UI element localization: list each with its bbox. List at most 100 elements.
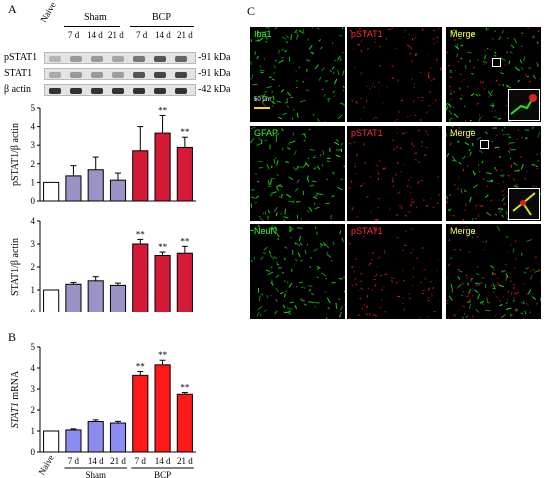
significance-label: ** [136,362,146,372]
group-bcp: BCP [152,12,171,23]
zoom-inset [508,188,540,220]
bar [154,364,171,453]
bar [87,280,104,312]
bar [43,430,60,453]
group-label-sham: Sham [85,470,106,478]
micrograph-label: Merge [450,29,476,39]
y-tick-label: 1 [31,285,36,295]
panel-letter-c: C [247,4,256,18]
significance-label: ** [180,236,190,246]
micrograph-label: Iba1 [254,29,272,39]
bar [176,146,193,202]
y-axis-label: STAT1/β actin [10,238,21,296]
blot-kda-bactin: -42 kDa [198,84,231,95]
y-tick-label: 2 [31,405,36,415]
bar [87,421,104,453]
chart-stat1: 0 1 2 3 4 STAT1/β actin ** ** ** [10,216,193,312]
zoom-inset [508,89,540,121]
y-tick-label: 4 [31,363,36,373]
significance-label: ** [136,229,146,239]
bar [43,289,60,312]
bar [109,179,127,202]
bar [154,255,171,312]
micrograph-label: Merge [450,226,476,236]
significance-label: ** [158,350,168,360]
y-tick-label: 3 [31,239,36,249]
y-tick-label: 0 [31,308,36,312]
significance-label: ** [158,242,168,252]
panel-letter-a: A [8,2,17,16]
zoom-box [480,140,489,149]
bar [176,393,193,453]
bar [132,243,149,312]
bar [132,374,149,453]
group-bcp-line [130,26,194,27]
y-tick-label: 0 [31,196,36,206]
significance-label: ** [180,127,190,137]
lane-time-1: 7 d [68,30,80,40]
blot-label-stat1: STAT1 [4,68,33,79]
y-axis-label: pSTAT1/β actin [10,123,21,186]
bar [65,429,82,453]
bar [109,284,127,312]
bar [43,181,60,202]
micrograph-label: pSTAT1 [351,226,383,236]
lane-time-2: 14 d [87,30,103,40]
micrograph: Merge [446,126,541,221]
lane-time-5: 14 d [155,30,171,40]
group-label-bcp: BCP [154,470,171,478]
y-tick-label: 3 [31,140,36,150]
bar [176,252,193,312]
chart-stat1-mrna: 0 1 2 3 4 5 STAT1 mRNA Naive 7 d 14 d 21 d ** 7 d ** 1… [10,342,196,478]
y-tick-label: 5 [31,103,36,113]
scale-bar-label: 50 μm [254,97,271,103]
micrograph-label: pSTAT1 [351,128,383,138]
blot-kda-stat1: -91 kDa [198,68,231,79]
panel-letter-b: B [8,330,17,344]
bar [87,169,104,202]
significance-label: ** [158,105,168,115]
x-tick-label: 7 d [68,456,80,466]
y-tick-label: 1 [31,426,36,436]
blot-pstat1 [44,52,196,64]
zoom-box [492,58,501,67]
x-tick-label: 7 d [135,456,147,466]
y-tick-label: 4 [31,216,36,226]
micrograph: GFAP [250,126,345,221]
bar [154,132,171,202]
blot-stat1 [44,68,196,80]
y-tick-label: 3 [31,384,36,394]
lane-time-6: 21 d [177,30,193,40]
scale-bar [254,107,270,109]
lane-time-4: 7 d [136,30,148,40]
x-tick-label: 14 d [155,456,171,466]
micrograph: pSTAT1 [347,224,442,319]
bar [109,422,127,453]
y-axis-label: STAT1 mRNA [10,370,21,428]
bar [132,150,149,202]
x-tick-label: 21 d [177,456,193,466]
micrograph-label: NeuN [254,226,278,236]
y-tick-label: 4 [31,122,36,132]
x-tick-label: Naive [36,453,55,477]
micrograph: Iba1 50 μm [250,27,345,122]
group-sham: Sham [84,12,107,23]
significance-label: ** [180,383,190,393]
bar [65,283,82,312]
micrograph: Merge [446,27,541,122]
y-tick-label: 1 [31,177,36,187]
micrograph: Merge [446,224,541,319]
x-tick-label: 21 d [110,456,126,466]
x-tick-label: 14 d [88,456,104,466]
micrograph: NeuN [250,224,345,319]
y-tick-label: 2 [31,159,36,169]
lane-time-3: 21 d [108,30,124,40]
blot-label-bactin: β actin [4,84,32,95]
chart-pstat1: 0 1 2 3 4 5 pSTAT1/β actin ** ** [10,103,196,206]
lane-naive: Naive [38,0,58,25]
y-tick-label: 5 [31,342,36,352]
micrograph-label: Merge [450,128,476,138]
blot-kda-pstat1: -91 kDa [198,52,231,63]
group-sham-line [64,26,120,27]
bar [65,175,82,202]
